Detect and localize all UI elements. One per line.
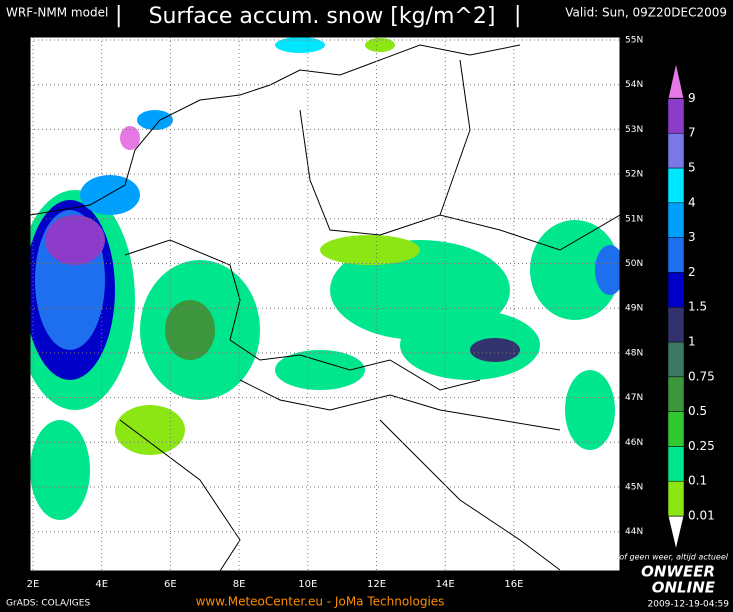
lat-label: 55N [625, 36, 643, 46]
map-title: Surface accum. snow [kg/m^2] [149, 4, 496, 29]
colorbar-label: 9 [688, 91, 696, 105]
lat-label: 51N [625, 214, 643, 224]
border [124, 239, 481, 391]
lon-label: 16E [504, 579, 523, 590]
logo-slogan: Weer of geen weer, altijd actueel [596, 553, 729, 562]
snow-area [275, 350, 365, 390]
colorbar-segment [667, 202, 685, 238]
snow-area [565, 370, 615, 450]
lat-label: 44N [625, 527, 643, 537]
snow-area [120, 126, 140, 150]
site-credit: www.MeteoCenter.eu - JoMa Technologies [196, 595, 445, 609]
snow-area [80, 175, 140, 215]
colorbar-segment [667, 341, 685, 378]
pipe: | [115, 3, 122, 28]
snow-area [595, 245, 620, 295]
colorbar-segment [667, 376, 685, 412]
logo: Weer of geen weer, altijd actueel ONWEER… [596, 553, 729, 597]
colorbar-label: 0.25 [688, 439, 715, 453]
lon-label: 8E [233, 579, 246, 590]
logo-line: ONLINE [652, 579, 716, 597]
snow-area [165, 300, 215, 360]
logo-line: ONWEER [641, 563, 715, 581]
lat-label: 50N [625, 259, 643, 269]
lat-label: 52N [625, 170, 643, 180]
colorbar-segment [667, 62, 685, 99]
borders [30, 44, 620, 571]
colorbar-segment [667, 272, 685, 308]
timestamp: 2009-12-19-04:59 [648, 600, 730, 610]
snow-area [45, 215, 105, 265]
lat-label: 48N [625, 348, 643, 358]
grid [30, 37, 620, 571]
colorbar-segment [667, 480, 685, 517]
grads-credit: GrADS: COLA/IGES [6, 599, 90, 609]
axis-labels: 2E 4E 6E 8E 10E 12E 14E 16E 55N 54N 53N 52N 51N 50N 49… [27, 36, 644, 591]
colorbar: 0.01 0.1 0.25 0.5 0.75 1 1.5 2 3 4 5 7 9 [667, 62, 715, 551]
coastline [119, 419, 241, 571]
pipe: | [514, 3, 521, 28]
colorbar-label: 3 [688, 230, 696, 244]
lon-label: 12E [367, 579, 386, 590]
colorbar-segment [667, 306, 685, 343]
colorbar-segment [667, 237, 685, 273]
coastline [379, 419, 561, 571]
snow-fields [30, 37, 620, 520]
colorbar-segment [667, 411, 685, 447]
border [299, 109, 620, 251]
snow-area [470, 338, 520, 362]
colorbar-label: 0.1 [688, 474, 707, 488]
snow-area [400, 310, 540, 380]
lat-label: 47N [625, 393, 643, 403]
lon-label: 10E [298, 579, 317, 590]
colorbar-label: 5 [688, 161, 696, 175]
border [239, 379, 561, 431]
lat-label: 54N [625, 80, 643, 90]
model-name: WRF-NMM model [6, 6, 108, 20]
snow-area [115, 405, 185, 455]
lat-label: 45N [625, 483, 643, 493]
colorbar-segment [667, 132, 685, 169]
lon-label: 4E [95, 579, 108, 590]
lat-label: 53N [625, 125, 643, 135]
snow-area [30, 420, 90, 520]
valid-time: Valid: Sun, 09Z20DEC2009 [565, 6, 727, 20]
colorbar-label: 0.01 [688, 509, 715, 523]
colorbar-segment [667, 98, 685, 134]
colorbar-label: 2 [688, 265, 696, 279]
map-area [30, 37, 620, 571]
colorbar-segment [667, 446, 685, 482]
lat-label: 46N [625, 438, 643, 448]
lat-label: 49N [625, 304, 643, 314]
colorbar-label: 0.5 [688, 404, 707, 418]
coastline [30, 44, 521, 216]
colorbar-label: 1.5 [688, 300, 707, 314]
snow-area [530, 220, 620, 320]
colorbar-label: 1 [688, 335, 696, 349]
lon-label: 14E [436, 579, 455, 590]
colorbar-label: 4 [688, 195, 696, 209]
snow-area [275, 37, 325, 53]
lon-label: 2E [27, 579, 40, 590]
colorbar-segment [667, 167, 685, 204]
snow-area [137, 110, 173, 130]
map-frame [29, 36, 621, 572]
lon-label: 6E [164, 579, 177, 590]
snow-area [365, 38, 395, 52]
border [439, 59, 471, 216]
snow-area [320, 235, 420, 265]
colorbar-label: 7 [688, 126, 696, 140]
colorbar-label: 0.75 [688, 369, 715, 383]
